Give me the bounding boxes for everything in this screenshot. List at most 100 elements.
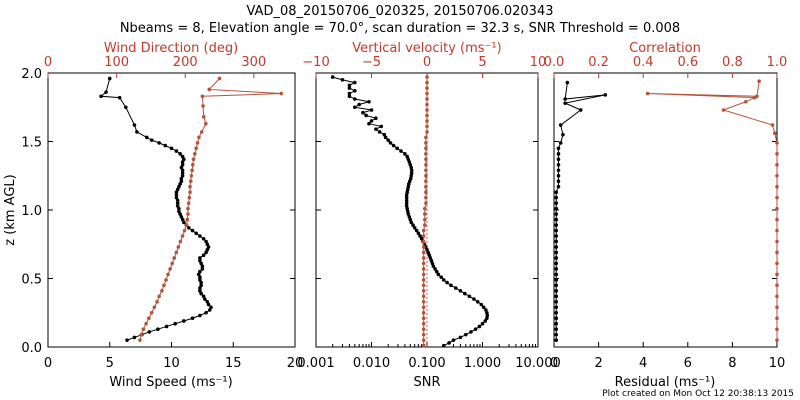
vertical-velocity-point bbox=[424, 152, 428, 156]
wind-speed-point bbox=[198, 258, 202, 263]
y-axis-label: z (km AGL) bbox=[3, 174, 18, 245]
vertical-velocity-point bbox=[425, 80, 429, 85]
snr-point bbox=[377, 130, 382, 134]
snr-point bbox=[480, 321, 485, 326]
wind-speed-point bbox=[194, 231, 198, 236]
snr-point bbox=[357, 102, 361, 107]
wind-direction-line bbox=[139, 78, 282, 341]
wind-direction-point bbox=[194, 146, 198, 151]
residual-point bbox=[554, 305, 559, 310]
snr-point bbox=[445, 280, 449, 285]
bottom-tick-label: 0 bbox=[550, 356, 558, 371]
residual-point bbox=[556, 184, 561, 189]
wind-direction-point bbox=[164, 278, 168, 282]
snr-point bbox=[374, 127, 378, 131]
wind-speed-point bbox=[196, 272, 201, 277]
snr-point bbox=[369, 108, 374, 112]
snr-point bbox=[481, 305, 486, 310]
correlation-point bbox=[645, 91, 650, 96]
residual-point bbox=[558, 141, 563, 145]
wind-direction-point bbox=[160, 289, 164, 293]
vertical-velocity-point bbox=[424, 157, 428, 162]
snr-point bbox=[453, 286, 458, 290]
wind-direction-point bbox=[207, 87, 212, 92]
vertical-velocity-point bbox=[421, 250, 426, 255]
snr-point bbox=[367, 121, 371, 126]
snr-point bbox=[409, 168, 414, 173]
residual-point bbox=[554, 217, 559, 222]
residual-point bbox=[554, 228, 559, 233]
panel-residual: Correlation Residual (ms⁻¹) 0 2 4 6 8 10 0.0 0.… bbox=[544, 41, 788, 390]
snr-point bbox=[425, 247, 429, 252]
correlation-point bbox=[775, 283, 779, 288]
snr-point bbox=[429, 258, 434, 263]
snr-point bbox=[404, 201, 409, 205]
panel-snr: Vertical velocity (ms⁻¹) SNR 0.001 0.010 0… bbox=[297, 41, 560, 390]
snr-point bbox=[414, 228, 419, 233]
wind-direction-point bbox=[168, 267, 172, 271]
correlation-point bbox=[772, 131, 777, 136]
bottom-tick-label: 4 bbox=[639, 356, 647, 371]
top-tick-label: 200 bbox=[173, 55, 198, 70]
bottom-tick-label: 1.000 bbox=[464, 356, 501, 371]
wind-direction-point bbox=[197, 135, 201, 140]
wind-direction-point bbox=[141, 327, 146, 331]
wind-speed-point bbox=[201, 294, 206, 299]
panel-wind-top-label: Wind Direction (deg) bbox=[104, 41, 238, 56]
snr-point bbox=[467, 294, 472, 299]
snr-point bbox=[441, 343, 446, 348]
wind-direction-point bbox=[193, 152, 197, 156]
wind-direction-point bbox=[201, 104, 205, 108]
bottom-tick-label: 8 bbox=[728, 356, 736, 371]
snr-point bbox=[367, 99, 371, 104]
wind-speed-point bbox=[177, 209, 181, 214]
wind-speed-point bbox=[149, 138, 154, 142]
wind-speed-point bbox=[179, 176, 184, 181]
wind-direction-point bbox=[166, 272, 170, 277]
bottom-tick-label: 2 bbox=[594, 356, 602, 371]
vertical-velocity-point bbox=[424, 201, 428, 205]
wind-speed-point bbox=[163, 143, 168, 148]
snr-point bbox=[408, 162, 413, 167]
wind-direction-point bbox=[147, 316, 151, 321]
vertical-velocity-point bbox=[421, 294, 426, 299]
snr-point bbox=[352, 89, 357, 93]
vertical-velocity-point bbox=[425, 86, 429, 90]
correlation-point bbox=[775, 272, 779, 277]
residual-point bbox=[554, 283, 559, 288]
snr-point bbox=[408, 179, 412, 184]
residual-point bbox=[554, 223, 559, 227]
snr-point bbox=[388, 141, 393, 145]
wind-speed-point bbox=[180, 217, 185, 222]
correlation-point bbox=[743, 99, 748, 104]
vertical-velocity-point bbox=[425, 102, 429, 107]
correlation-point bbox=[775, 294, 779, 299]
snr-point bbox=[469, 330, 473, 334]
vertical-velocity-point bbox=[424, 141, 428, 145]
snr-point bbox=[408, 176, 413, 181]
snr-point bbox=[458, 335, 463, 340]
snr-point bbox=[447, 341, 451, 345]
snr-point bbox=[330, 75, 335, 79]
wind-speed-point bbox=[178, 152, 182, 156]
wind-speed-point bbox=[201, 236, 206, 241]
wind-speed-point bbox=[182, 319, 186, 323]
wind-direction-point bbox=[185, 217, 190, 222]
wind-speed-point bbox=[204, 250, 208, 255]
bottom-tick-label: 20 bbox=[287, 356, 304, 371]
wind-speed-point bbox=[135, 130, 139, 134]
wind-speed-point bbox=[198, 234, 202, 238]
correlation-point bbox=[775, 261, 779, 266]
snr-point bbox=[463, 291, 467, 296]
top-tick-label: 0.2 bbox=[588, 55, 609, 70]
snr-point bbox=[479, 302, 484, 307]
correlation-point bbox=[757, 79, 761, 84]
snr-point bbox=[382, 132, 387, 137]
snr-point bbox=[409, 173, 414, 178]
vertical-velocity-point bbox=[421, 338, 426, 342]
wind-direction-point bbox=[204, 121, 208, 126]
vertical-velocity-point bbox=[421, 267, 426, 271]
snr-point bbox=[485, 316, 489, 321]
residual-point bbox=[565, 80, 570, 85]
wind-speed-point bbox=[177, 184, 181, 189]
